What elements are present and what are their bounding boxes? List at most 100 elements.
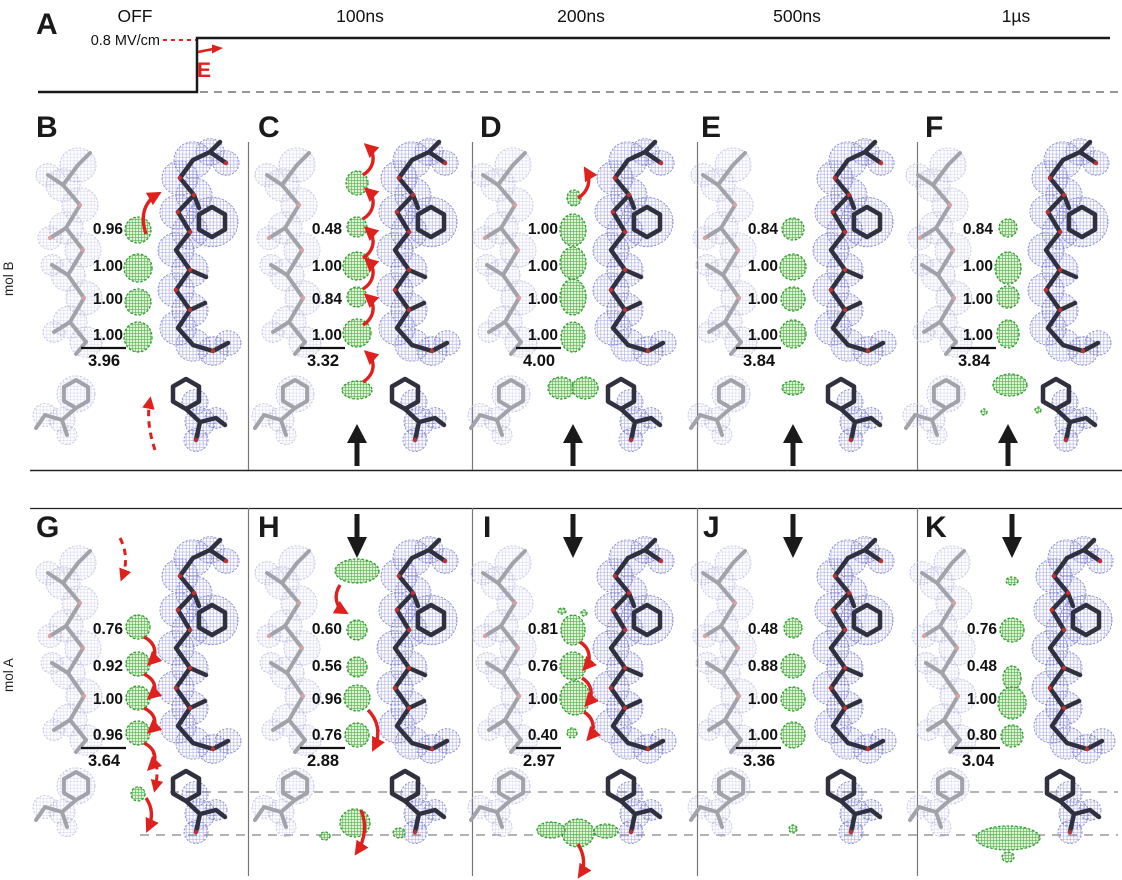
oxygen-atom-dot xyxy=(1067,829,1073,835)
density-mesh-contour xyxy=(491,375,531,413)
difference-density-contour xyxy=(999,617,1025,643)
panel-label: F xyxy=(925,111,943,144)
red-curved-arrow-icon xyxy=(361,226,380,260)
difference-density-contour xyxy=(996,319,1020,349)
density-mesh-contour xyxy=(838,820,864,844)
occupancy-value: 1.00 xyxy=(93,258,123,275)
difference-density-contour xyxy=(1034,406,1042,414)
difference-density-contour xyxy=(996,285,1020,309)
row-label-mol-a: mol A xyxy=(1,658,16,692)
difference-density-contour xyxy=(781,380,805,396)
oxygen-atom-dot xyxy=(1093,160,1099,166)
difference-density-mesh xyxy=(561,615,585,645)
oxygen-atom-dot xyxy=(187,267,193,273)
density-mesh-contour xyxy=(707,305,743,339)
density-mesh-contour xyxy=(185,196,239,248)
difference-density-contour xyxy=(566,727,578,739)
oxygen-atom-dot xyxy=(406,705,412,711)
difference-density-mesh xyxy=(1035,407,1041,413)
density-mesh-contour xyxy=(707,703,743,737)
oxygen-atom-dot xyxy=(1080,348,1086,354)
molecule-sticks xyxy=(34,378,91,437)
difference-density-contour xyxy=(341,380,373,400)
time-label: 500ns xyxy=(773,6,821,26)
density-mesh-contour xyxy=(914,652,938,674)
oxygen-atom-dot xyxy=(1065,590,1071,596)
oxygen-atom-dot xyxy=(187,627,193,633)
red-curved-arrow-icon xyxy=(361,350,380,384)
density-mesh-contour xyxy=(907,226,933,250)
occupancy-value: 1.00 xyxy=(528,691,558,708)
density-mesh-contour xyxy=(690,163,716,187)
occupancy-value: 1.00 xyxy=(93,691,123,708)
difference-density-mesh xyxy=(976,826,1040,850)
difference-density-mesh xyxy=(780,254,806,280)
difference-density-contour xyxy=(319,831,331,841)
dark-molecule xyxy=(376,536,461,764)
red-curved-arrow-icon xyxy=(332,584,349,615)
molecule-sticks xyxy=(689,378,746,437)
oxygen-atom-dot xyxy=(515,247,521,253)
red-curved-arrow-icon xyxy=(361,143,380,177)
molecule-sticks xyxy=(34,770,91,829)
difference-density-contour xyxy=(392,827,406,839)
red-dashed-arrow-icon xyxy=(142,396,157,451)
molecule-sticks xyxy=(170,768,228,835)
molecule-sticks xyxy=(469,378,526,437)
red-curved-arrow-icon xyxy=(583,710,601,742)
oxygen-atom-dot xyxy=(1057,229,1063,235)
occupancy-value: 1.00 xyxy=(93,327,123,344)
density-mesh-contour xyxy=(50,258,86,292)
density-mesh-contour xyxy=(69,326,103,358)
oxygen-atom-dot xyxy=(1061,665,1067,671)
panel-d: D 1.00 1.00 1.00 1.00 4.00 xyxy=(467,111,677,466)
difference-density-mesh xyxy=(131,787,145,801)
oxygen-atom-dot xyxy=(173,287,179,293)
difference-density-mesh xyxy=(124,322,152,352)
oxygen-atom-dot xyxy=(442,558,448,564)
difference-density-contour xyxy=(580,609,588,617)
oxygen-atom-dot xyxy=(223,160,229,166)
difference-density-contour xyxy=(1005,576,1019,586)
panel-label: H xyxy=(258,511,280,544)
difference-density-contour xyxy=(346,619,368,641)
panel-label: B xyxy=(36,111,58,144)
oxygen-atom-dot xyxy=(1061,705,1067,711)
density-mesh-contour xyxy=(649,728,677,754)
difference-density-mesh xyxy=(393,828,405,838)
density-mesh-contour xyxy=(620,196,674,248)
density-mesh-contour xyxy=(918,211,954,245)
density-mesh-contour xyxy=(45,168,81,202)
density-mesh-contour xyxy=(477,719,501,741)
dark-molecule xyxy=(825,376,883,452)
oxygen-atom-dot xyxy=(848,437,854,443)
oxygen-atom-dot xyxy=(1057,267,1063,273)
density-mesh-contour xyxy=(275,425,297,445)
density-mesh-contour xyxy=(924,656,960,690)
density-mesh-contour xyxy=(483,609,519,643)
dark-molecule xyxy=(1044,768,1102,844)
oxygen-atom-dot xyxy=(626,590,632,596)
difference-density-contour xyxy=(536,821,566,839)
density-mesh-contour xyxy=(910,254,934,276)
difference-density-mesh xyxy=(126,652,150,676)
oxygen-atom-dot xyxy=(210,348,216,354)
molecule-sticks xyxy=(605,768,663,835)
difference-density-contour xyxy=(130,786,146,802)
difference-density-contour xyxy=(780,686,806,712)
dark-molecule xyxy=(592,138,677,366)
density-mesh-contour xyxy=(275,767,315,805)
occupancy-value: 1.00 xyxy=(528,291,558,308)
oxygen-atom-dot xyxy=(512,202,518,208)
molecule-sticks xyxy=(1047,537,1105,752)
oxygen-atom-dot xyxy=(482,235,488,241)
difference-density-mesh xyxy=(347,620,367,640)
density-mesh-contour xyxy=(477,321,501,343)
molecule-sticks xyxy=(828,537,886,752)
density-mesh-contour xyxy=(256,226,282,250)
density-mesh-contour xyxy=(692,226,718,250)
light-molecule xyxy=(35,545,103,756)
oxygen-atom-dot xyxy=(702,235,708,241)
density-mesh-contour xyxy=(687,403,713,427)
occupancy-value: 0.84 xyxy=(312,291,343,308)
